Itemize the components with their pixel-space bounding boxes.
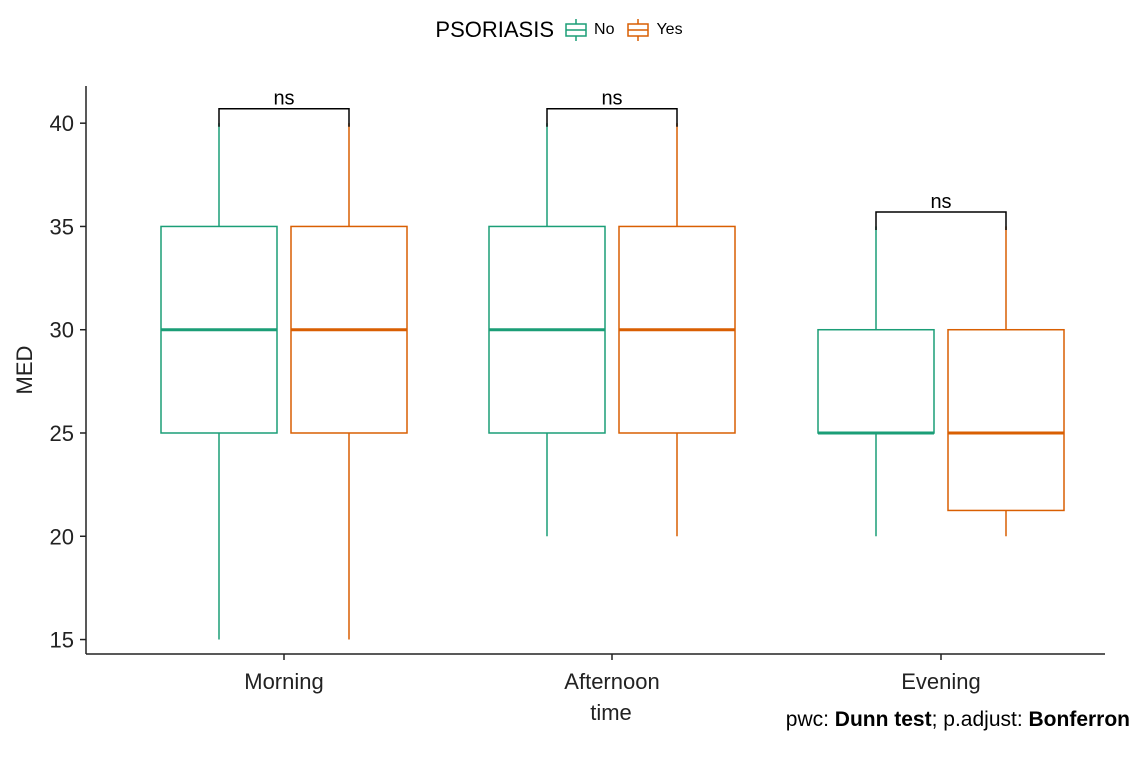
x-axis-label: time: [590, 700, 632, 725]
legend-key-yes: [627, 19, 650, 41]
y-tick-label: 35: [50, 214, 74, 239]
significance-bracket: ns: [218, 88, 350, 127]
significance-label: ns: [273, 88, 294, 110]
axes-layer: 15 20 25 30 35 40 Morning Afternoon Evening: [50, 86, 1105, 694]
y-axis-label: MED: [12, 346, 37, 395]
bracket-line: [218, 107, 350, 127]
significance-bracket: ns: [875, 191, 1007, 230]
box-body: [817, 328, 935, 434]
box-yes-evening: [947, 226, 1065, 537]
box-yes-afternoon: [618, 123, 736, 537]
caption-adjust-value: Bonferron: [1028, 708, 1130, 731]
legend-item-no: No: [564, 18, 614, 42]
boxes-layer: [160, 123, 1065, 640]
bracket-line: [546, 107, 678, 127]
y-tick-label: 30: [50, 318, 74, 343]
bracket-line: [875, 211, 1007, 230]
legend: PSORIASIS No Yes: [0, 12, 1130, 48]
box-no-evening: [817, 226, 935, 537]
box-yes-morning: [290, 123, 408, 640]
y-tick-label: 40: [50, 111, 74, 136]
box-body: [947, 328, 1065, 512]
caption-sep: ; p.adjust:: [931, 708, 1029, 731]
y-tick-label: 15: [50, 628, 74, 653]
y-tick-label: 20: [50, 524, 74, 549]
legend-title: PSORIASIS: [435, 17, 555, 42]
caption: pwc: Dunn test; p.adjust: Bonferron: [786, 708, 1130, 732]
significance-bracket: ns: [546, 88, 678, 127]
caption-pwc-label: pwc:: [785, 708, 835, 731]
x-tick-label: Evening: [901, 669, 981, 694]
caption-pwc-value: Dunn test: [834, 708, 932, 731]
legend-label-yes: Yes: [656, 21, 683, 38]
box-no-morning: [160, 123, 278, 640]
x-tick-label: Morning: [244, 669, 323, 694]
y-tick-label: 25: [50, 421, 74, 446]
significance-label: ns: [601, 88, 622, 110]
box-no-afternoon: [488, 123, 606, 537]
annotations-layer: ns ns ns: [218, 88, 1007, 230]
legend-key-no: [565, 19, 587, 41]
legend-label-no: No: [594, 21, 615, 38]
legend-item-yes: Yes: [626, 18, 683, 42]
x-tick-label: Afternoon: [564, 669, 659, 694]
significance-label: ns: [930, 191, 951, 213]
